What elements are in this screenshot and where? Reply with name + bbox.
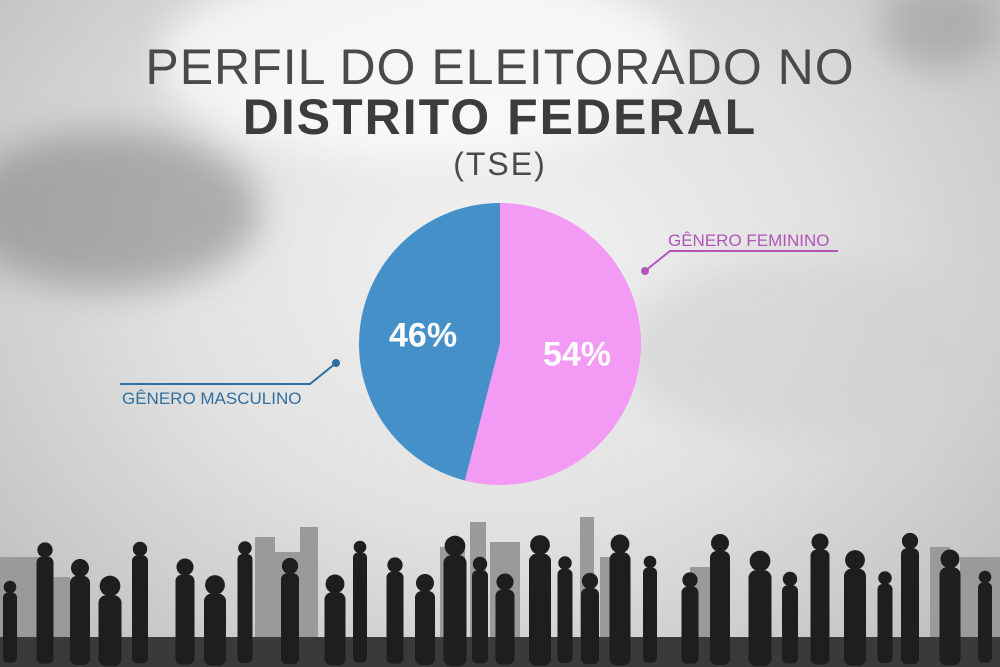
person-body <box>978 582 992 663</box>
person-head <box>978 570 992 584</box>
person-body <box>281 573 299 665</box>
callout-dot-masculino <box>332 359 340 367</box>
cloud-shadow <box>0 130 260 290</box>
person-head <box>643 555 657 569</box>
person-body <box>901 548 919 665</box>
person-body <box>810 549 830 665</box>
person-head <box>610 534 630 554</box>
person-body <box>324 592 346 666</box>
person-head <box>444 535 466 557</box>
cloud-shadow <box>620 260 1000 440</box>
person-body <box>844 568 866 666</box>
person-head <box>811 533 829 551</box>
person-body <box>681 586 699 664</box>
callout-line-masculino <box>120 362 337 385</box>
person-head <box>3 580 17 594</box>
person-body <box>175 574 195 665</box>
callout-line-feminino <box>644 250 838 272</box>
person-head <box>325 574 345 594</box>
legend-label-feminino: GÊNERO FEMININO <box>668 231 830 250</box>
person-body <box>557 569 573 663</box>
callout-feminino: GÊNERO FEMININO <box>641 231 838 275</box>
data-label-feminino: 54% <box>543 336 611 374</box>
pie-slice-masculino <box>358 203 500 481</box>
person-body <box>939 567 961 666</box>
person-head <box>530 535 550 555</box>
person-head <box>845 550 865 570</box>
person-head <box>581 572 599 590</box>
person-body <box>877 584 893 663</box>
person-head <box>496 573 514 591</box>
person-head <box>472 556 488 572</box>
person-head <box>99 575 121 597</box>
person-body <box>529 553 551 666</box>
person-body <box>443 555 467 667</box>
person-head <box>205 575 225 595</box>
person-head <box>558 556 572 570</box>
cloud-shadow <box>880 0 1000 70</box>
person-head <box>940 549 960 569</box>
person-body <box>132 555 148 664</box>
person-head <box>387 557 403 573</box>
person-body <box>782 585 798 664</box>
person-head <box>416 574 434 592</box>
person-body <box>204 593 226 666</box>
person-body <box>472 570 488 664</box>
person-body <box>495 589 515 665</box>
person-body <box>36 556 54 664</box>
person-body <box>353 552 367 663</box>
person-head <box>782 571 798 587</box>
crowd-skyline-silhouette <box>0 517 1000 667</box>
legend-label-masculino: GÊNERO MASCULINO <box>122 389 301 408</box>
callout-masculino: GÊNERO MASCULINO <box>120 359 340 408</box>
callout-dot-feminino <box>641 267 649 275</box>
person-head <box>901 532 919 550</box>
person-body <box>70 576 90 665</box>
person-body <box>237 554 253 663</box>
person-head <box>71 559 89 577</box>
person-body <box>748 570 772 667</box>
person-body <box>581 588 599 665</box>
person-body <box>98 595 122 667</box>
title-line-2: DISTRITO FEDERAL <box>242 89 758 145</box>
person-head <box>37 542 53 558</box>
crowd <box>3 532 992 667</box>
person-body <box>386 571 404 664</box>
person-head <box>711 534 729 552</box>
person-head <box>238 541 252 555</box>
person-head <box>132 541 148 557</box>
person-body <box>3 592 17 663</box>
person-body <box>710 551 730 665</box>
title-source: (TSE) <box>453 146 547 182</box>
person-body <box>415 591 435 665</box>
person-head <box>281 557 299 575</box>
person-head <box>176 558 194 576</box>
pie-slice-feminino <box>464 203 641 485</box>
person-body <box>609 552 631 666</box>
cloud-highlight <box>160 0 680 160</box>
person-head <box>749 550 771 572</box>
title-line-1: PERFIL DO ELEITORADO NO <box>145 39 855 95</box>
person-head <box>682 572 698 588</box>
person-body <box>643 567 657 663</box>
data-label-masculino: 46% <box>389 316 457 354</box>
person-head <box>878 571 892 585</box>
person-head <box>353 540 367 554</box>
